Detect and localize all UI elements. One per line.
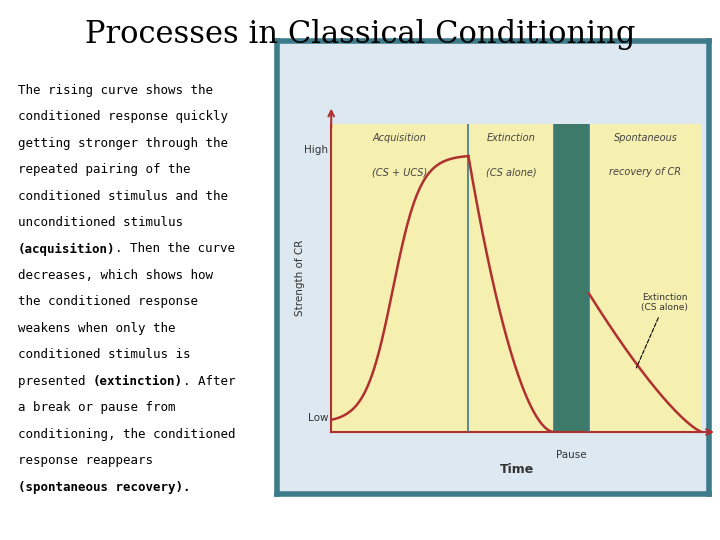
Text: conditioning, the conditioned: conditioning, the conditioned [18,428,235,441]
Text: Extinction
(CS alone): Extinction (CS alone) [636,293,688,368]
Text: conditioned stimulus and the: conditioned stimulus and the [18,190,228,202]
Bar [331,124,469,432]
Text: Extinction: Extinction [487,133,536,144]
Text: the conditioned response: the conditioned response [18,295,198,308]
Text: (CS alone): (CS alone) [486,167,536,177]
Text: Acquisition: Acquisition [373,133,427,144]
Text: Pause: Pause [556,450,587,460]
Bar [554,124,589,432]
Text: repeated pairing of the: repeated pairing of the [18,163,191,176]
Text: Time: Time [500,463,534,476]
Text: decreases, which shows how: decreases, which shows how [18,269,213,282]
Text: a break or pause from: a break or pause from [18,401,176,414]
Text: (spontaneous recovery).: (spontaneous recovery). [18,481,191,494]
Text: getting stronger through the: getting stronger through the [18,137,228,150]
Text: unconditioned stimulus: unconditioned stimulus [18,216,183,229]
Y-axis label: Strength of CR: Strength of CR [295,240,305,316]
Text: conditioned response quickly: conditioned response quickly [18,110,228,123]
Text: . Then the curve: . Then the curve [115,242,235,255]
Text: (CS + UCS): (CS + UCS) [372,167,428,177]
Text: response reappears: response reappears [18,454,153,467]
Text: The rising curve shows the: The rising curve shows the [18,84,213,97]
Text: (acquisition): (acquisition) [18,242,115,255]
Text: weakens when only the: weakens when only the [18,322,176,335]
Text: Processes in Classical Conditioning: Processes in Classical Conditioning [85,19,635,50]
Bar [589,124,702,432]
Text: Spontaneous: Spontaneous [613,133,678,144]
Text: recovery of CR: recovery of CR [609,167,681,177]
Text: . After: . After [183,375,235,388]
Text: conditioned stimulus is: conditioned stimulus is [18,348,191,361]
Text: (extinction): (extinction) [93,375,183,388]
Bar [469,124,554,432]
Text: presented: presented [18,375,93,388]
